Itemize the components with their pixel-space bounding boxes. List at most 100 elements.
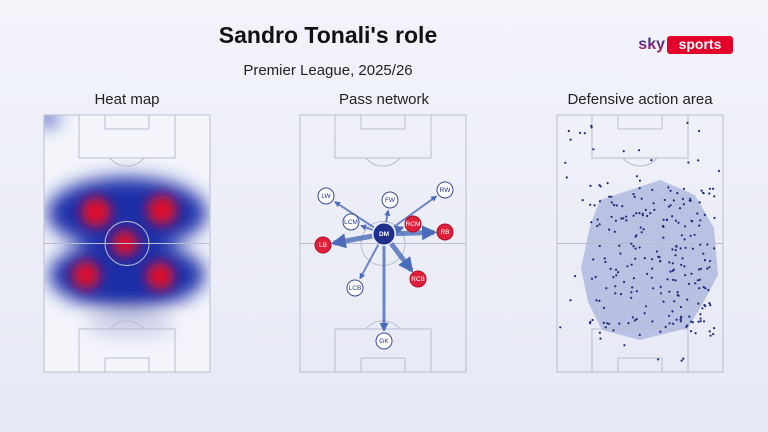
action-dot [625, 219, 628, 222]
action-dot [641, 214, 644, 217]
heat-hotspots [72, 195, 177, 290]
action-dot [706, 243, 709, 246]
action-dot [708, 330, 711, 333]
action-dot [610, 195, 613, 198]
action-dot [630, 296, 633, 299]
action-dot [598, 331, 602, 334]
pitch [556, 114, 724, 373]
player-label: LW [321, 193, 331, 200]
action-dot [697, 268, 701, 271]
action-dot [638, 333, 641, 336]
action-dot [610, 201, 614, 204]
action-dot [667, 186, 670, 189]
six-yard-box [360, 114, 406, 130]
action-dot [614, 285, 617, 288]
action-dot [700, 189, 703, 192]
action-dot [680, 263, 683, 266]
action-dot [630, 263, 633, 266]
player-label: GK [379, 338, 389, 345]
action-dot [638, 187, 641, 190]
action-dot [596, 218, 599, 221]
action-dot [638, 246, 641, 249]
action-dot [594, 275, 597, 279]
action-dot [618, 244, 621, 247]
action-dot [608, 195, 611, 198]
heat-hotspot [147, 195, 177, 225]
action-dot [662, 300, 665, 303]
action-dot [686, 121, 689, 124]
action-dot [668, 261, 671, 264]
action-dot [567, 129, 570, 133]
action-dot [652, 287, 655, 290]
action-dot [697, 320, 700, 323]
action-dot [632, 245, 635, 248]
action-dot [569, 299, 572, 302]
action-dot [615, 268, 618, 271]
action-dot [682, 357, 685, 360]
action-dot [620, 217, 623, 220]
heat-blob [47, 177, 207, 249]
pitch [43, 114, 211, 373]
six-yard-box [104, 357, 150, 373]
action-dot [589, 184, 592, 187]
player-label: LCM [344, 219, 358, 226]
action-dot [707, 288, 710, 292]
action-dot [671, 262, 674, 265]
action-dot [640, 231, 643, 234]
action-dot [694, 282, 697, 285]
action-dot [713, 327, 716, 330]
six-yard-box [617, 357, 663, 373]
player-node [314, 236, 332, 254]
action-dot [673, 300, 676, 303]
action-dot [702, 320, 706, 323]
action-dot [639, 226, 642, 229]
pass-network: LW FW RW LCM RCM DM LB RB RCB LCB GK [314, 181, 454, 350]
action-dot [603, 257, 606, 260]
action-dot [606, 322, 609, 325]
action-dot [682, 203, 686, 206]
centre-circle [617, 221, 663, 266]
action-dot [671, 215, 674, 218]
player-node [346, 279, 364, 297]
action-dot [592, 148, 595, 151]
action-dot [593, 204, 596, 207]
action-dot [702, 286, 705, 289]
action-dot [681, 257, 684, 260]
action-dot [604, 326, 607, 329]
action-dot [632, 193, 635, 196]
action-dot [662, 218, 665, 221]
action-dot [598, 223, 601, 226]
action-dot [659, 285, 662, 288]
player-node [342, 213, 360, 231]
action-dot [638, 179, 642, 182]
action-dot [713, 247, 716, 250]
action-dot [683, 265, 686, 268]
action-dot [679, 305, 683, 309]
action-dot [662, 236, 665, 239]
action-dot [598, 200, 602, 203]
action-dot [690, 320, 693, 323]
action-dot [689, 234, 692, 237]
pass-arrow [330, 233, 373, 249]
action-dot [657, 255, 660, 258]
action-dot [672, 322, 675, 325]
heat-map [44, 115, 210, 372]
action-dot [669, 204, 672, 207]
action-dot [672, 268, 675, 271]
action-dot [634, 247, 637, 250]
action-dot [573, 275, 577, 278]
action-dot [569, 138, 572, 141]
action-dot [627, 322, 630, 325]
action-dot [699, 243, 702, 246]
action-dot [701, 307, 704, 310]
action-dot [635, 290, 638, 293]
heat-hotspot [81, 197, 111, 227]
action-dot [669, 270, 672, 273]
action-dot [604, 260, 607, 264]
action-dot [651, 188, 654, 191]
action-dot [717, 169, 721, 173]
action-dot [697, 302, 700, 305]
action-dot [599, 185, 602, 188]
